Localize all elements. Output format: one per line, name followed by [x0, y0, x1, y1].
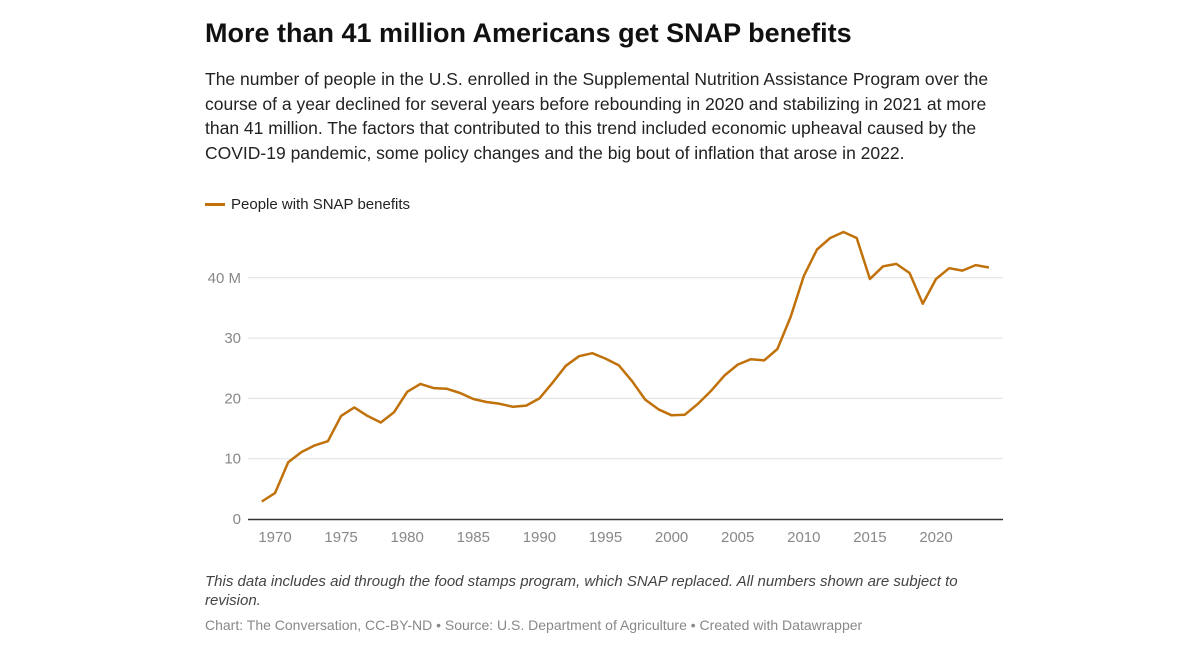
- footnote: This data includes aid through the food …: [205, 573, 958, 609]
- x-tick-label: 1970: [258, 529, 291, 546]
- x-tick-label: 1985: [457, 529, 490, 546]
- line-chart: 0 10 20 30 40 M 1970 1975 1980 1985 1990 1995 2000 2…: [208, 230, 1003, 546]
- x-tick-label: 2010: [787, 529, 820, 546]
- legend-swatch: [205, 203, 225, 206]
- credit-line: Chart: The Conversation, CC-BY-ND • Sour…: [205, 617, 863, 633]
- x-tick-label: 1995: [589, 529, 622, 546]
- x-tick-label: 1990: [523, 529, 556, 546]
- x-tick-label: 2000: [655, 529, 688, 546]
- y-tick-label: 0: [233, 511, 241, 528]
- chart-description: The number of people in the U.S. enrolle…: [205, 69, 989, 163]
- x-tick-label: 2015: [853, 529, 886, 546]
- chart-title: More than 41 million Americans get SNAP …: [205, 18, 852, 48]
- y-tick-label: 30: [224, 330, 241, 347]
- x-tick-label: 1975: [324, 529, 357, 546]
- legend: People with SNAP benefits: [205, 196, 410, 213]
- x-tick-label: 2005: [721, 529, 754, 546]
- y-tick-label: 20: [224, 390, 241, 407]
- y-tick-label: 10: [224, 451, 241, 468]
- x-tick-label: 1980: [391, 529, 424, 546]
- y-tick-label: 40 M: [208, 270, 241, 287]
- series-line: [261, 230, 990, 503]
- legend-label: People with SNAP benefits: [231, 196, 410, 213]
- x-tick-label: 2020: [919, 529, 952, 546]
